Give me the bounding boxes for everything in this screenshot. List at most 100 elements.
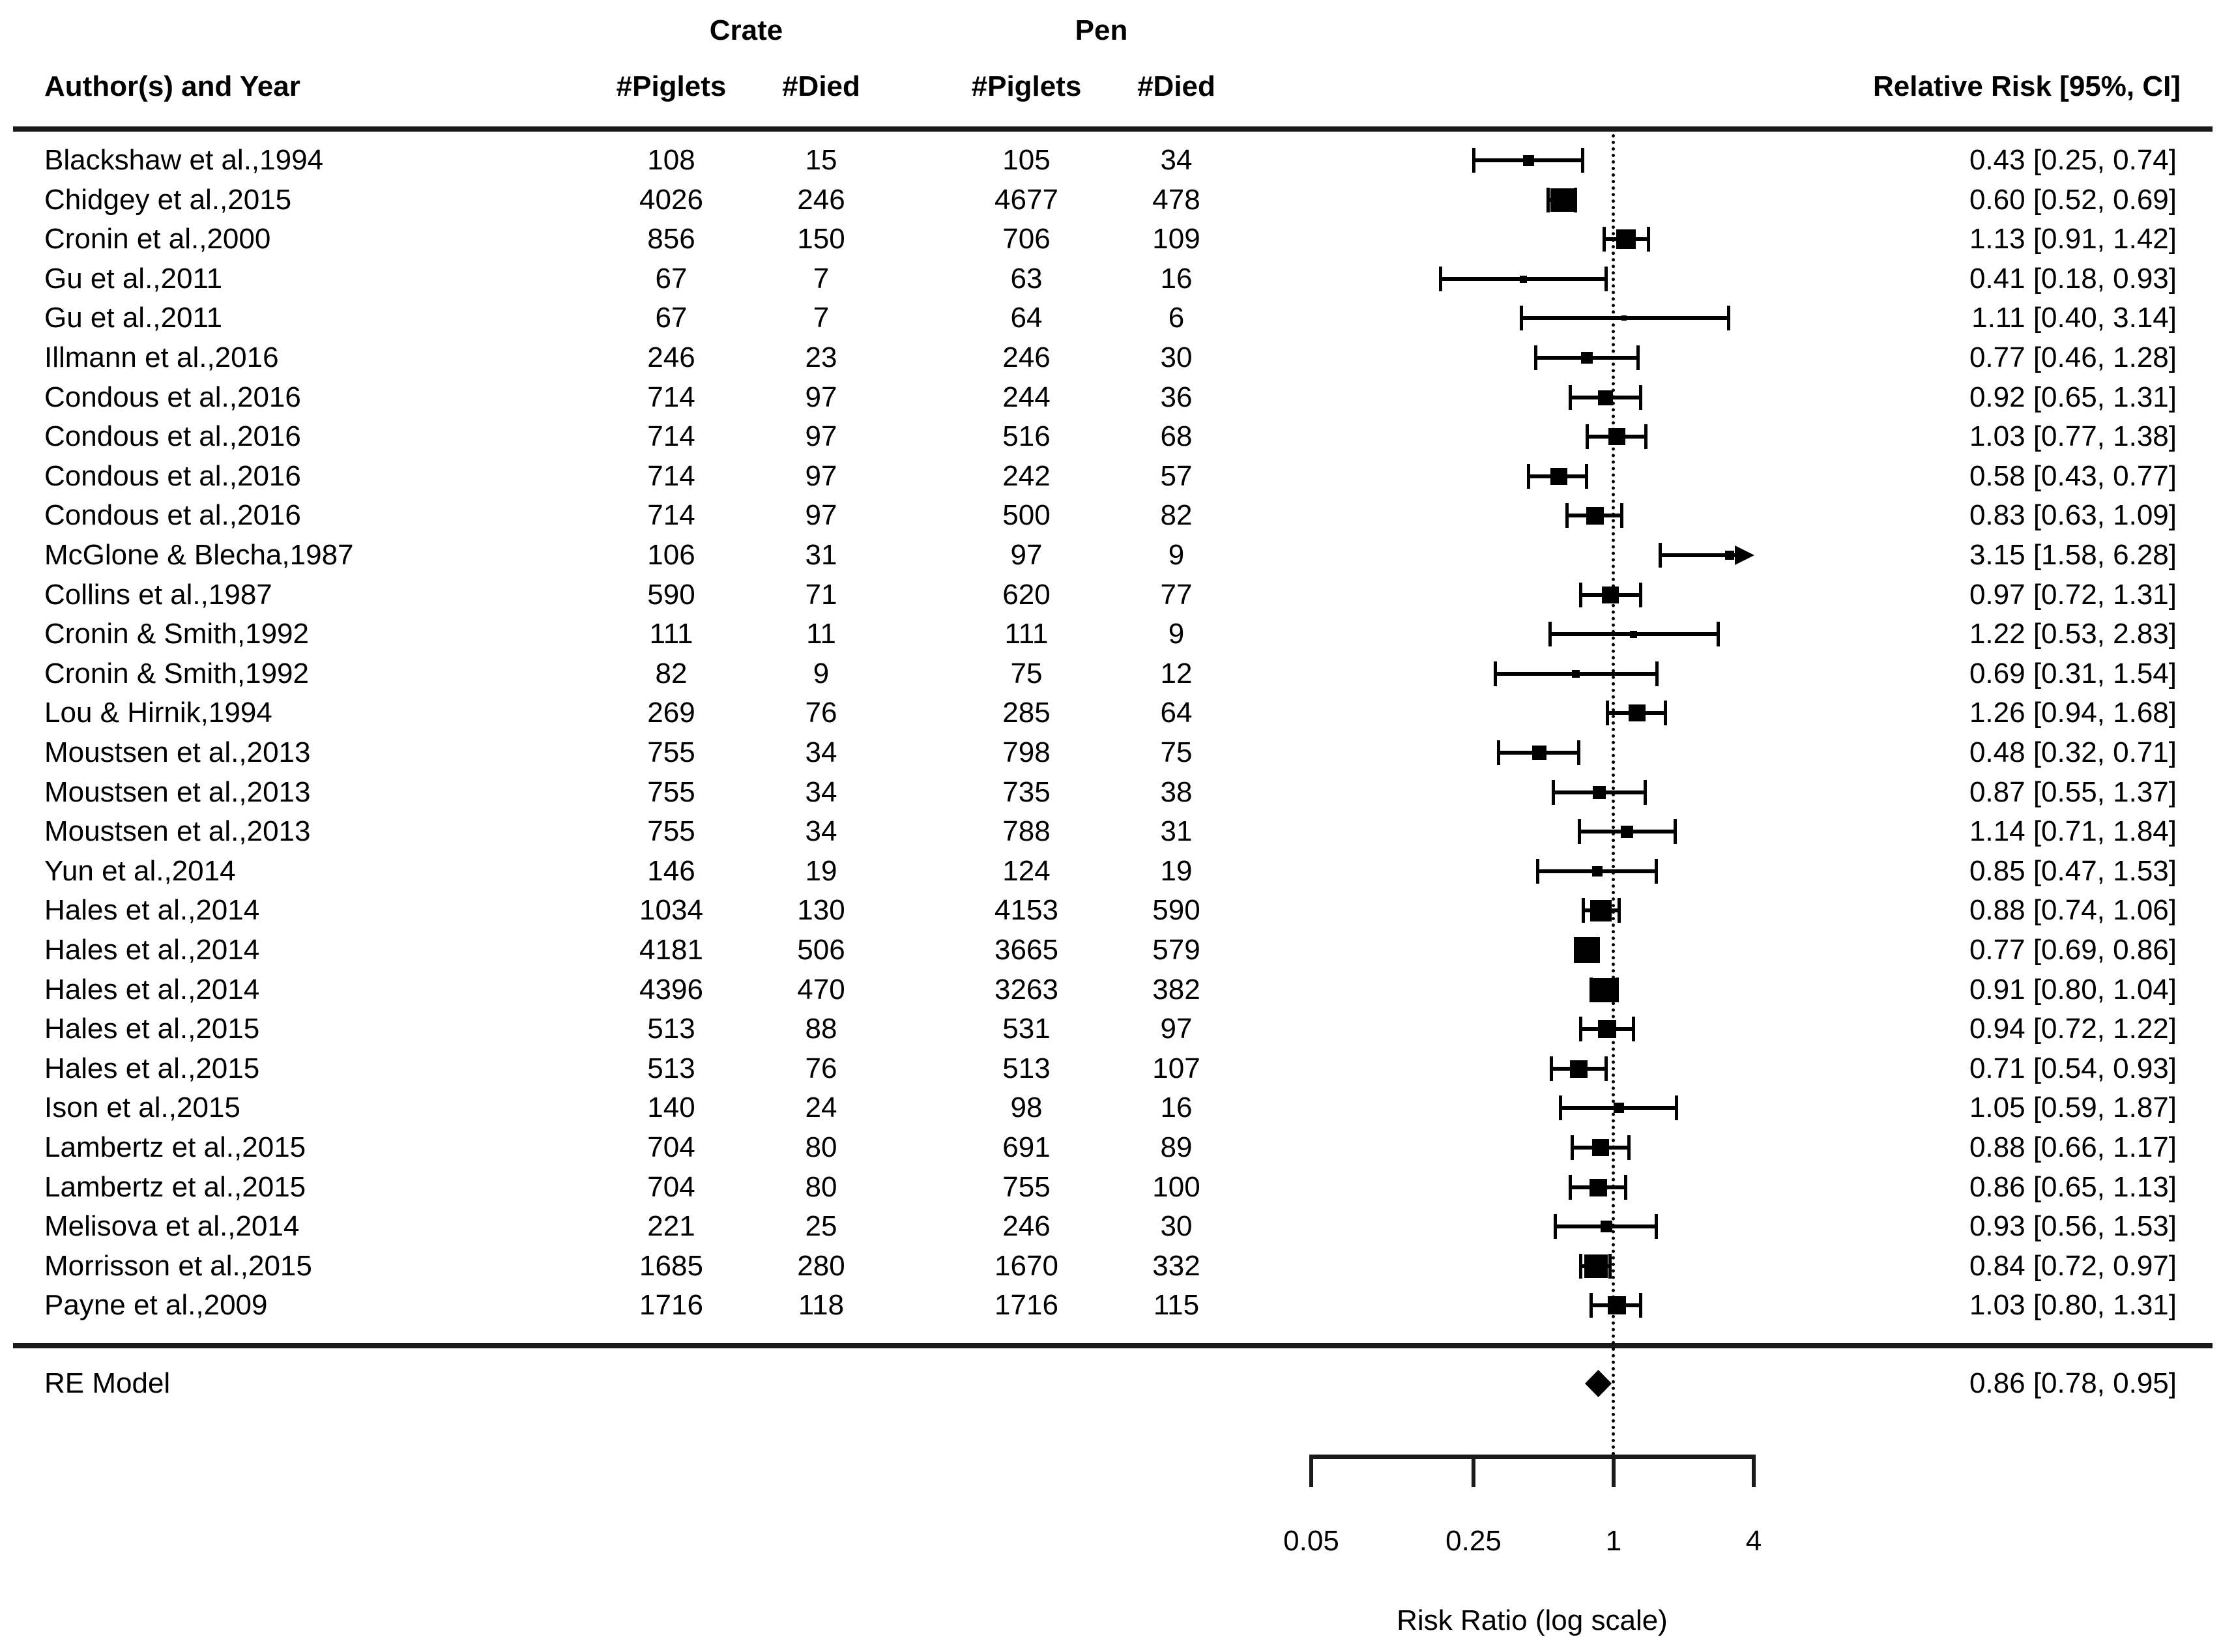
ci-cap-left — [1536, 859, 1539, 884]
study-count-cell: 1716 — [639, 1289, 703, 1321]
study-count-cell: 1670 — [994, 1250, 1058, 1282]
summary-diamond-marker — [1585, 1370, 1612, 1397]
point-estimate-marker — [1608, 428, 1625, 445]
ci-cap-right — [1620, 503, 1623, 528]
study-author-label: Condous et al.,2016 — [44, 499, 301, 531]
study-count-cell: 246 — [797, 184, 845, 216]
study-rr-value: 0.77 [0.46, 1.28] — [1969, 341, 2177, 373]
study-author-label: Moustsen et al.,2013 — [44, 736, 311, 768]
study-rr-value: 0.91 [0.80, 1.04] — [1969, 974, 2177, 1006]
point-estimate-marker — [1590, 1179, 1607, 1196]
ci-cap-right — [1624, 1175, 1627, 1200]
ci-arrow-right — [1735, 545, 1754, 565]
study-author-label: Payne et al.,2009 — [44, 1289, 268, 1321]
study-author-label: Melisova et al.,2014 — [44, 1210, 300, 1242]
ci-cap-left — [1520, 306, 1523, 330]
study-count-cell: 4026 — [639, 184, 703, 216]
study-count-cell: 691 — [1002, 1131, 1051, 1163]
column-header-crate-died: #Died — [782, 70, 860, 102]
study-count-cell: 31 — [1160, 815, 1193, 847]
study-count-cell: 4181 — [639, 934, 703, 966]
study-count-cell: 57 — [1160, 460, 1193, 492]
ci-cap-right — [1604, 1056, 1608, 1081]
point-estimate-marker — [1550, 188, 1574, 212]
study-author-label: Cronin & Smith,1992 — [44, 658, 309, 689]
study-rr-value: 0.88 [0.66, 1.17] — [1969, 1131, 2177, 1163]
study-count-cell: 1034 — [639, 894, 703, 926]
study-rr-value: 0.71 [0.54, 0.93] — [1969, 1052, 2177, 1084]
study-count-cell: 755 — [647, 776, 695, 808]
study-author-label: Hales et al.,2015 — [44, 1052, 260, 1084]
point-estimate-marker — [1584, 1254, 1608, 1278]
study-count-cell: 513 — [647, 1052, 695, 1084]
ci-cap-right — [1717, 622, 1720, 646]
study-count-cell: 4677 — [994, 184, 1058, 216]
study-count-cell: 11 — [806, 618, 836, 650]
point-estimate-marker — [1574, 937, 1600, 963]
study-count-cell: 88 — [805, 1013, 837, 1045]
study-count-cell: 221 — [647, 1210, 695, 1242]
point-estimate-marker — [1523, 155, 1534, 166]
study-author-label: Lambertz et al.,2015 — [44, 1171, 306, 1203]
column-header-relative-risk: Relative Risk [95%, CI] — [1873, 70, 2181, 102]
study-count-cell: 63 — [1010, 263, 1043, 295]
study-author-label: Chidgey et al.,2015 — [44, 184, 292, 216]
study-count-cell: 31 — [805, 539, 837, 571]
study-count-cell: 242 — [1002, 460, 1051, 492]
ci-cap-left — [1569, 385, 1572, 410]
point-estimate-marker — [1572, 670, 1580, 678]
point-estimate-marker — [1586, 507, 1604, 525]
study-count-cell: 735 — [1002, 776, 1051, 808]
study-author-label: Hales et al.,2014 — [44, 974, 260, 1006]
study-author-label: Cronin & Smith,1992 — [44, 618, 309, 650]
study-count-cell: 64 — [1010, 302, 1043, 334]
study-author-label: Gu et al.,2011 — [44, 263, 223, 295]
study-count-cell: 75 — [1160, 736, 1193, 768]
ci-cap-left — [1494, 661, 1497, 686]
study-rr-value: 0.87 [0.55, 1.37] — [1969, 776, 2177, 808]
summary-row-label: RE Model — [44, 1367, 171, 1399]
study-count-cell: 150 — [797, 223, 845, 255]
ci-cap-right — [1647, 227, 1650, 252]
ci-cap-right — [1627, 1135, 1631, 1160]
ci-cap-right — [1604, 267, 1608, 291]
study-count-cell: 111 — [649, 618, 693, 650]
study-author-label: Condous et al.,2016 — [44, 381, 301, 413]
study-rr-value: 0.58 [0.43, 0.77] — [1969, 460, 2177, 492]
study-author-label: Hales et al.,2014 — [44, 934, 260, 966]
study-count-cell: 590 — [647, 579, 695, 611]
study-count-cell: 244 — [1002, 381, 1051, 413]
x-axis-tick — [1472, 1455, 1475, 1487]
study-count-cell: 500 — [1002, 499, 1051, 531]
ci-cap-left — [1659, 543, 1662, 568]
point-estimate-marker — [1592, 978, 1616, 1002]
study-count-cell: 798 — [1002, 736, 1051, 768]
study-rr-value: 0.88 [0.74, 1.06] — [1969, 894, 2177, 926]
study-rr-value: 1.26 [0.94, 1.68] — [1969, 697, 2177, 729]
study-rr-value: 1.22 [0.53, 2.83] — [1969, 618, 2177, 650]
ci-cap-left — [1554, 1214, 1557, 1239]
study-rr-value: 1.05 [0.59, 1.87] — [1969, 1092, 2177, 1123]
study-count-cell: 124 — [1002, 855, 1051, 887]
point-estimate-marker — [1614, 1103, 1624, 1113]
point-estimate-marker — [1601, 1221, 1612, 1232]
column-header-crate-piglets: #Piglets — [616, 70, 727, 102]
study-rr-value: 0.83 [0.63, 1.09] — [1969, 499, 2177, 531]
study-rr-value: 0.92 [0.65, 1.31] — [1969, 381, 2177, 413]
study-count-cell: 15 — [805, 144, 837, 176]
study-rr-value: 1.03 [0.77, 1.38] — [1969, 420, 2177, 452]
study-count-cell: 89 — [1160, 1131, 1193, 1163]
study-count-cell: 16 — [1160, 263, 1193, 295]
study-count-cell: 23 — [805, 341, 837, 373]
study-rr-value: 0.94 [0.72, 1.22] — [1969, 1013, 2177, 1045]
study-count-cell: 109 — [1152, 223, 1200, 255]
point-estimate-marker — [1602, 587, 1619, 603]
study-count-cell: 19 — [805, 855, 837, 887]
study-count-cell: 7 — [813, 302, 830, 334]
point-estimate-marker — [1570, 1060, 1588, 1078]
study-count-cell: 34 — [1160, 144, 1193, 176]
study-count-cell: 620 — [1002, 579, 1051, 611]
study-count-cell: 34 — [805, 815, 837, 847]
ci-cap-left — [1578, 819, 1581, 844]
